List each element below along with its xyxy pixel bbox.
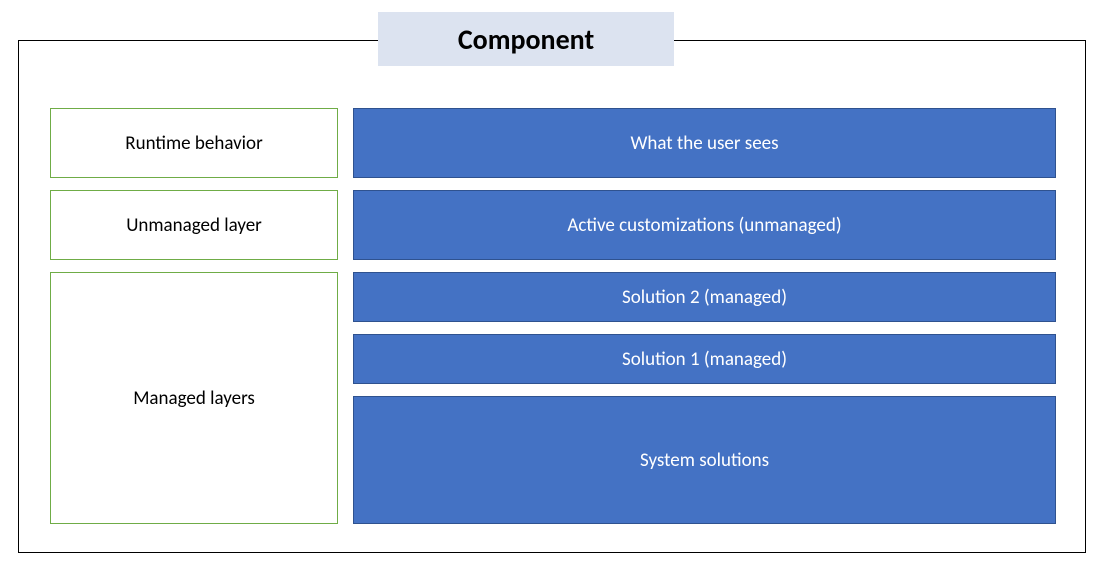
title-text: Component bbox=[458, 22, 594, 57]
layer-text: System solutions bbox=[640, 449, 769, 472]
layer-text: What the user sees bbox=[630, 132, 778, 155]
layer-text: Solution 1 (managed) bbox=[622, 348, 787, 371]
label-box: Managed layers bbox=[50, 272, 338, 524]
layer-text: Solution 2 (managed) bbox=[622, 286, 787, 309]
label-text: Managed layers bbox=[133, 387, 255, 410]
layer-box: Solution 1 (managed) bbox=[353, 334, 1056, 384]
layer-text: Active customizations (unmanaged) bbox=[567, 214, 841, 237]
layer-box: Solution 2 (managed) bbox=[353, 272, 1056, 322]
label-box: Runtime behavior bbox=[50, 108, 338, 178]
label-text: Runtime behavior bbox=[125, 132, 262, 155]
layer-box: System solutions bbox=[353, 396, 1056, 524]
label-text: Unmanaged layer bbox=[126, 214, 262, 237]
layer-box: What the user sees bbox=[353, 108, 1056, 178]
label-box: Unmanaged layer bbox=[50, 190, 338, 260]
layer-box: Active customizations (unmanaged) bbox=[353, 190, 1056, 260]
title-box: Component bbox=[378, 12, 674, 66]
